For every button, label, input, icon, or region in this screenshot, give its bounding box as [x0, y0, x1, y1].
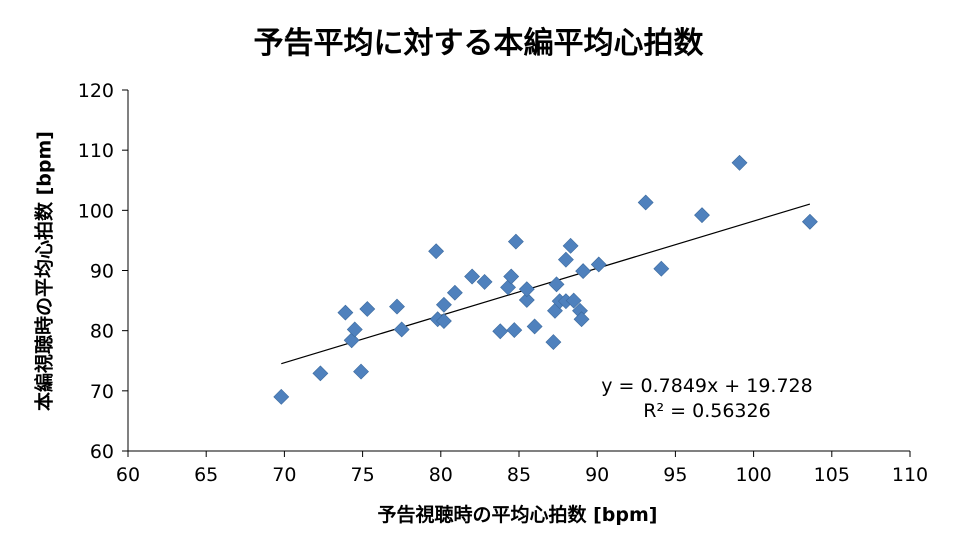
- data-point: [312, 365, 329, 382]
- y-tick-label: 90: [90, 261, 114, 283]
- data-point: [337, 304, 354, 321]
- data-points: [273, 154, 818, 405]
- data-point: [503, 268, 520, 285]
- data-point: [359, 301, 376, 317]
- x-tick-label: 110: [892, 464, 928, 486]
- data-point: [476, 274, 493, 290]
- data-point: [446, 284, 463, 301]
- x-tick-label: 80: [429, 464, 453, 486]
- data-point: [389, 298, 405, 315]
- y-tick-label: 60: [90, 441, 114, 463]
- x-tick-label: 95: [663, 464, 687, 486]
- data-point: [464, 268, 481, 285]
- data-point: [801, 213, 818, 230]
- data-point: [346, 321, 363, 338]
- x-tick-label: 70: [272, 464, 296, 486]
- data-point: [428, 243, 445, 260]
- data-point: [653, 260, 670, 277]
- data-point: [575, 263, 592, 280]
- data-point: [393, 321, 410, 338]
- data-point: [507, 233, 524, 250]
- trendline-equation: y = 0.7849x + 19.728: [601, 375, 812, 397]
- y-axis-ticks: 60 70 80 90 100 110 120: [78, 80, 128, 463]
- data-point: [436, 313, 452, 329]
- chart-title: 予告平均に対する本編平均心拍数: [253, 26, 704, 61]
- data-point: [526, 318, 543, 335]
- data-point: [573, 311, 590, 328]
- y-tick-label: 80: [90, 321, 114, 343]
- y-tick-label: 100: [78, 200, 114, 222]
- data-point: [557, 251, 574, 268]
- data-point: [694, 207, 710, 224]
- trendline-r-squared: R² = 0.56326: [643, 400, 770, 422]
- data-point: [506, 322, 523, 338]
- data-point: [562, 237, 579, 254]
- data-point: [518, 281, 535, 298]
- x-tick-label: 90: [585, 464, 609, 486]
- data-point: [590, 256, 607, 273]
- data-point: [353, 363, 369, 380]
- data-point: [548, 276, 565, 293]
- x-axis-label: 予告視聴時の平均心拍数 [bpm]: [377, 504, 658, 526]
- data-point: [637, 194, 654, 211]
- y-tick-label: 120: [78, 80, 114, 102]
- y-tick-label: 70: [90, 381, 114, 403]
- data-point: [492, 323, 509, 340]
- x-tick-label: 65: [194, 464, 218, 486]
- y-axis-label: 本編視聴時の平均心拍数 [bpm]: [33, 131, 56, 411]
- data-point: [343, 332, 360, 349]
- x-axis-ticks: 60 65 70 75 80 85 90 95 100 105 110: [116, 451, 928, 486]
- data-point: [545, 334, 562, 351]
- x-tick-label: 105: [814, 464, 850, 486]
- trendline: [281, 203, 811, 365]
- y-tick-label: 110: [78, 140, 114, 162]
- data-point: [273, 388, 290, 405]
- x-tick-label: 60: [116, 464, 140, 486]
- data-point: [436, 296, 452, 313]
- x-tick-label: 100: [735, 464, 771, 486]
- x-tick-label: 85: [507, 464, 531, 486]
- data-point: [518, 292, 535, 308]
- data-point: [565, 292, 582, 309]
- data-point: [731, 154, 748, 171]
- x-tick-label: 75: [351, 464, 375, 486]
